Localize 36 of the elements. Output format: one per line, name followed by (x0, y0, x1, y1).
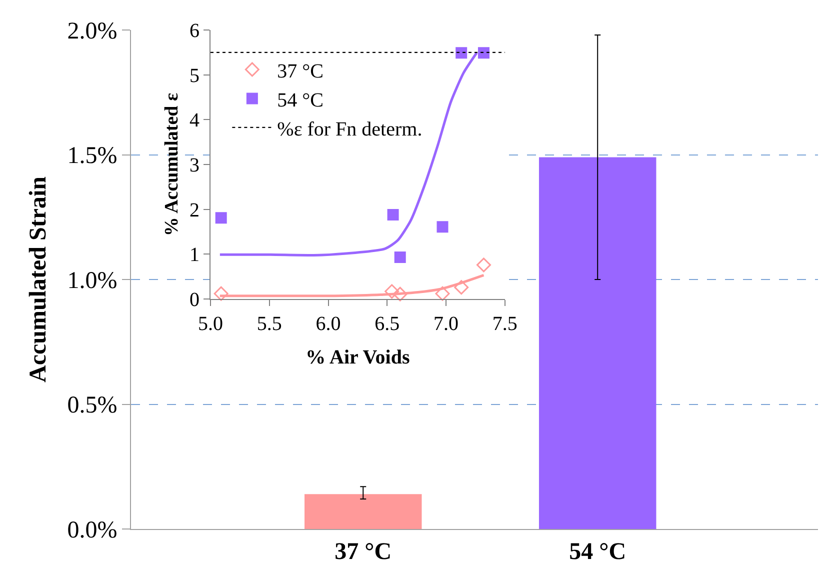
y-tick-label: 0.5% (67, 392, 118, 419)
x-tick-label: 7.0 (434, 313, 459, 335)
point (392, 286, 408, 302)
y-tick-label: 5 (189, 64, 200, 87)
x-axis-title: % Air Voids (306, 346, 410, 368)
point (456, 47, 468, 59)
legend-label: 37 °C (277, 60, 324, 82)
point (387, 208, 399, 220)
y-tick-label: 0.0% (67, 517, 118, 544)
y-tick-label: 6 (189, 20, 200, 42)
point (436, 221, 448, 233)
y-tick-label: 1.0% (67, 268, 118, 294)
point (215, 212, 227, 224)
y-axis-title: % Accumulated ε (161, 92, 182, 236)
y-tick-label: 2 (189, 199, 200, 222)
point (454, 280, 469, 295)
x-tick-label: 5.0 (198, 313, 223, 335)
legend-label: %ε for Fn determ. (277, 118, 422, 140)
legend-label: 54 °C (277, 89, 324, 112)
point (476, 258, 491, 272)
y-tick-label: 2.0% (67, 18, 118, 44)
y-tick-label: 1 (189, 244, 200, 266)
point (435, 286, 450, 301)
y-tick-label: 0 (189, 289, 200, 311)
x-tick-label: 6.5 (374, 313, 400, 335)
y-tick-label: 1.5% (67, 143, 118, 170)
x-tick-label: 5.5 (256, 313, 282, 335)
point (384, 284, 400, 299)
point (478, 47, 490, 59)
point (394, 252, 406, 264)
point (214, 286, 228, 301)
y-axis-title: Accumulated Strain (25, 176, 52, 382)
y-tick-label: 3 (189, 154, 200, 176)
x-tick-label: 6.0 (316, 313, 341, 335)
y-tick-label: 4 (189, 110, 200, 132)
x-tick-label: 7.5 (492, 313, 518, 335)
